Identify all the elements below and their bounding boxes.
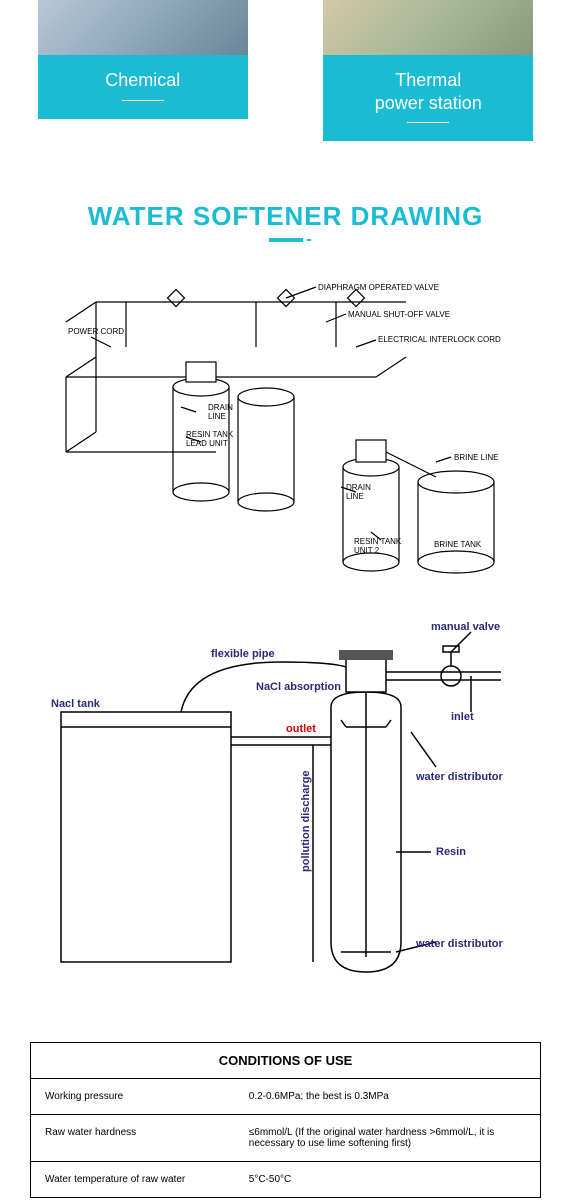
d2-label-flexible-pipe: flexible pipe (211, 648, 275, 660)
section-title: WATER SOFTENER DRAWING (0, 201, 571, 232)
d2-label-nacl-absorption: NaCl absorption (256, 681, 341, 693)
d1-label-drain2: DRAINLINE (346, 483, 371, 501)
diagram-2-svg: flexible pipe manual valve Nacl tank NaC… (31, 612, 541, 1012)
conditions-row: Raw water hardness ≤6mmol/L (If the orig… (31, 1115, 540, 1162)
d2-label-water-dist2: water distributor (415, 938, 504, 950)
cond-value: 5°C-50°C (245, 1162, 540, 1197)
d2-label-manual-valve: manual valve (431, 621, 500, 633)
d1-label-resin-unit2: RESIN TANKUNIT 2 (354, 537, 402, 555)
cond-label: Raw water hardness (31, 1115, 245, 1161)
d1-label-brine-line: BRINE LINE (454, 453, 498, 462)
diagram-1-container: POWER CORD DIAPHRAGM OPERATED VALVE MANU… (0, 262, 571, 582)
title-underline (269, 238, 303, 242)
d1-label-brine-tank: BRINE TANK (434, 540, 482, 549)
cond-label: Working pressure (31, 1079, 245, 1114)
card-chemical: Chemical (38, 0, 248, 141)
diagram-2-container: flexible pipe manual valve Nacl tank NaC… (0, 612, 571, 1012)
d1-label-manual-shutoff: MANUAL SHUT-OFF VALVE (348, 310, 450, 319)
d1-label-electrical: ELECTRICAL INTERLOCK CORD (378, 335, 501, 344)
cards-row: Chemical Thermal power station (0, 0, 571, 141)
card-label-chemical: Chemical (38, 55, 248, 119)
d1-label-resin-lead: RESIN TANKLEAD UNIT (186, 430, 234, 448)
card-image-thermal (323, 0, 533, 55)
cond-value: ≤6mmol/L (If the original water hardness… (245, 1115, 540, 1161)
conditions-table: CONDITIONS OF USE Working pressure 0.2-0… (30, 1042, 541, 1198)
conditions-title: CONDITIONS OF USE (31, 1043, 540, 1079)
d2-label-outlet: outlet (286, 723, 316, 735)
d2-label-inlet: inlet (451, 711, 474, 723)
cond-label: Water temperature of raw water (31, 1162, 245, 1197)
conditions-row: Working pressure 0.2-0.6MPa; the best is… (31, 1079, 540, 1115)
diagram-1-svg: POWER CORD DIAPHRAGM OPERATED VALVE MANU… (36, 262, 536, 582)
card-label-thermal: Thermal power station (323, 55, 533, 141)
card-image-chemical (38, 0, 248, 55)
d2-label-resin: Resin (436, 846, 466, 858)
d2-label-water-dist1: water distributor (415, 771, 504, 783)
card-thermal: Thermal power station (323, 0, 533, 141)
conditions-row: Water temperature of raw water 5°C-50°C (31, 1162, 540, 1197)
d1-label-diaphragm: DIAPHRAGM OPERATED VALVE (318, 283, 439, 292)
d2-label-pollution: pollution discharge (300, 771, 312, 872)
cond-value: 0.2-0.6MPa; the best is 0.3MPa (245, 1079, 540, 1114)
d2-label-nacl-tank: Nacl tank (51, 698, 101, 710)
d1-label-power-cord: POWER CORD (68, 327, 124, 336)
